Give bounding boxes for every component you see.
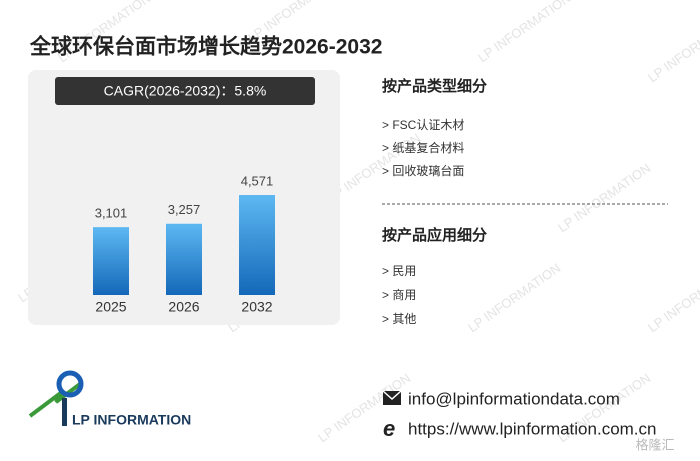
segment-item: > 其他 xyxy=(382,312,416,326)
logo-text: LP INFORMATION xyxy=(72,412,191,428)
segment-title: 按产品应用细分 xyxy=(382,226,487,244)
value-label: 4,571 xyxy=(241,173,274,188)
value-label: 3,101 xyxy=(95,206,128,221)
logo-icon xyxy=(28,370,84,426)
value-label: 3,257 xyxy=(168,202,201,217)
x-tick-label: 2025 xyxy=(95,299,126,315)
corner-mark: 格隆汇 xyxy=(635,437,674,452)
bars: 3,101 2025 3,257 2026 4,571 2032 xyxy=(93,173,275,315)
segment-title: 按产品类型细分 xyxy=(382,77,487,95)
website: https://www.lpinformation.com.cn xyxy=(408,419,656,438)
watermark: LP INFORMATION xyxy=(315,370,413,445)
email-icon xyxy=(382,390,402,405)
watermark: LP INFORMATION xyxy=(645,10,700,85)
web-icon: e xyxy=(383,416,395,441)
watermark: LP INFORMATION xyxy=(475,0,573,65)
segment-item: > 回收玻璃台面 xyxy=(382,163,464,178)
watermark: LP INFORMATION xyxy=(465,260,563,335)
chart-title: 全球环保台面市场增长趋势2026-2032 xyxy=(29,35,382,59)
cagr-label: CAGR(2026-2032)：5.8% xyxy=(104,83,267,99)
watermark: LP INFORMATION xyxy=(645,260,700,335)
x-tick-label: 2026 xyxy=(168,299,199,315)
bar xyxy=(239,195,275,295)
segment-item: > 民用 xyxy=(382,264,416,278)
segment-item: > 商用 xyxy=(382,287,416,302)
cagr-box xyxy=(55,77,315,105)
email: info@lpinformationdata.com xyxy=(408,389,620,408)
segment-item: > 纸基复合材料 xyxy=(382,140,464,155)
bar xyxy=(93,227,129,295)
watermark: LP INFORMATION xyxy=(555,160,653,235)
segment-item: > FSC认证木材 xyxy=(382,118,464,132)
x-tick-label: 2032 xyxy=(241,299,272,315)
bar xyxy=(166,223,202,295)
